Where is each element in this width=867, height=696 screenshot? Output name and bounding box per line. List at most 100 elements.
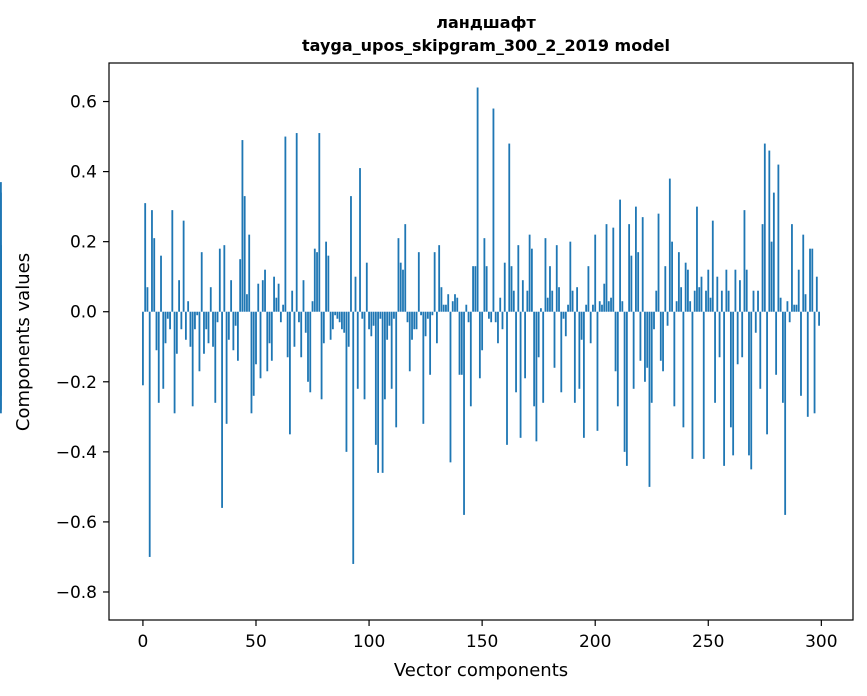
bar-105	[379, 311, 382, 319]
y-axis-label: Components values	[13, 253, 34, 431]
bar-undefined	[0, 311, 2, 326]
bar-277	[768, 150, 771, 312]
bar-99	[365, 262, 368, 312]
bar-4	[151, 210, 153, 312]
bar-233	[668, 178, 671, 312]
bar-75	[311, 301, 314, 312]
bar-0	[142, 311, 144, 386]
x-tick-label: 250	[692, 632, 724, 652]
bar-133	[442, 304, 445, 312]
bar-94	[354, 276, 357, 312]
bar-81	[325, 241, 327, 312]
bar-163	[510, 266, 513, 312]
bar-136	[449, 311, 452, 463]
bar-122	[417, 252, 420, 312]
bar-82	[327, 255, 330, 312]
bar-92	[350, 196, 352, 312]
bar-87	[338, 311, 341, 323]
bar-193	[578, 311, 581, 389]
bar-18	[182, 220, 185, 312]
bar-178	[544, 238, 547, 312]
bar-177	[542, 311, 545, 403]
bar-128	[431, 311, 434, 316]
bar-231	[664, 266, 667, 312]
bar-191	[573, 311, 576, 403]
bar-240	[684, 262, 687, 312]
bar-296	[811, 248, 814, 312]
bar-35	[221, 311, 223, 508]
bar-32	[214, 311, 217, 403]
bar-179	[546, 297, 549, 312]
bar-68	[295, 133, 298, 312]
bar-172	[530, 248, 533, 312]
y-tick-label: 0.2	[70, 233, 97, 253]
bar-153	[488, 311, 490, 319]
bar-113	[397, 238, 400, 312]
bar-33	[216, 311, 219, 323]
bar-285	[786, 301, 789, 312]
bar-55	[266, 311, 269, 372]
bar-200	[594, 234, 597, 312]
bar-184	[558, 287, 560, 312]
bar-52	[259, 311, 262, 379]
bar-146	[472, 266, 474, 312]
bar-194	[580, 311, 583, 340]
bar-5	[153, 238, 156, 312]
bar-253	[714, 311, 716, 403]
bar-283	[781, 311, 784, 403]
bar-299	[818, 311, 820, 326]
bar-213	[623, 311, 626, 452]
bar-270	[752, 290, 755, 312]
bar-36	[223, 245, 226, 312]
bar-84	[331, 311, 334, 330]
bar-15	[175, 311, 178, 354]
bar-293	[804, 294, 807, 312]
bar-198	[589, 311, 592, 344]
bar-63	[284, 136, 287, 312]
bar-20	[187, 301, 190, 312]
bar-119	[411, 311, 413, 340]
bar-238	[680, 287, 683, 312]
x-tick-label: 300	[805, 632, 837, 652]
bar-165	[515, 311, 517, 393]
bar-158	[499, 297, 502, 312]
bar-143	[465, 304, 468, 312]
bar-undefined	[0, 248, 2, 312]
bar-47	[248, 234, 251, 312]
bar-76	[313, 248, 316, 312]
bar-211	[619, 199, 621, 312]
bar-80	[322, 311, 325, 344]
bar-246	[698, 287, 701, 312]
bar-38	[227, 311, 230, 340]
bar-144	[467, 311, 470, 323]
bar-114	[399, 262, 402, 312]
bar-266	[743, 210, 746, 312]
bar-19	[184, 311, 187, 340]
bar-64	[286, 311, 289, 358]
bar-280	[775, 311, 778, 375]
y-tick-label: −0.2	[56, 373, 97, 393]
bar-186	[562, 311, 565, 319]
bar-59	[275, 297, 278, 312]
bar-183	[555, 245, 558, 312]
bar-268	[748, 311, 750, 456]
bar-39	[230, 280, 233, 312]
bar-279	[772, 192, 775, 312]
bar-155	[492, 108, 495, 312]
bar-73	[307, 311, 309, 382]
bar-170	[526, 290, 529, 312]
bar-101	[370, 311, 373, 337]
bar-234	[671, 241, 673, 312]
bar-247	[700, 276, 703, 312]
bar-223	[646, 311, 649, 368]
bar-91	[347, 311, 350, 347]
bar-160	[503, 262, 506, 312]
bar-291	[800, 311, 802, 396]
bar-149	[478, 311, 481, 379]
bar-242	[689, 301, 692, 312]
bar-175	[537, 311, 540, 358]
bar-89	[343, 311, 346, 333]
bar-216	[630, 255, 633, 312]
y-tick-label: −0.4	[56, 443, 97, 463]
bar-135	[447, 294, 450, 312]
